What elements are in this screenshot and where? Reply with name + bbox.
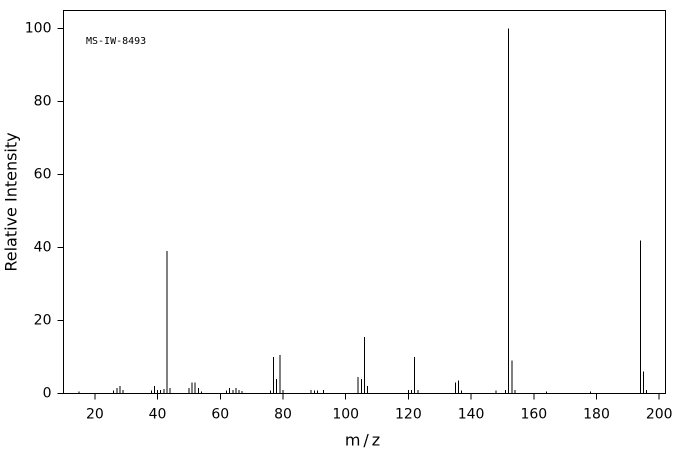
y-tick-label: 0 <box>43 386 52 402</box>
x-tick-label: 80 <box>274 407 292 423</box>
x-tick-label: 160 <box>520 407 547 423</box>
y-tick-label: 60 <box>34 167 52 183</box>
y-axis-label: Relative Intensity <box>2 132 21 271</box>
x-tick-label: 180 <box>583 407 610 423</box>
x-tick-label: 40 <box>149 407 167 423</box>
y-tick-label: 80 <box>34 94 52 110</box>
annotation: MS-IW-8493 <box>86 36 146 47</box>
x-tick-label: 200 <box>646 407 673 423</box>
plot-frame <box>63 10 666 394</box>
x-tick-label: 60 <box>211 407 229 423</box>
x-tick-label: 140 <box>458 407 485 423</box>
y-tick-label: 40 <box>34 240 52 256</box>
x-tick-label: 120 <box>395 407 422 423</box>
x-tick-label: 100 <box>332 407 359 423</box>
x-tick-label: 20 <box>86 407 104 423</box>
y-tick-label: 20 <box>34 313 52 329</box>
y-tick-label: 100 <box>25 21 52 37</box>
x-axis-label: m/z <box>345 431 383 450</box>
